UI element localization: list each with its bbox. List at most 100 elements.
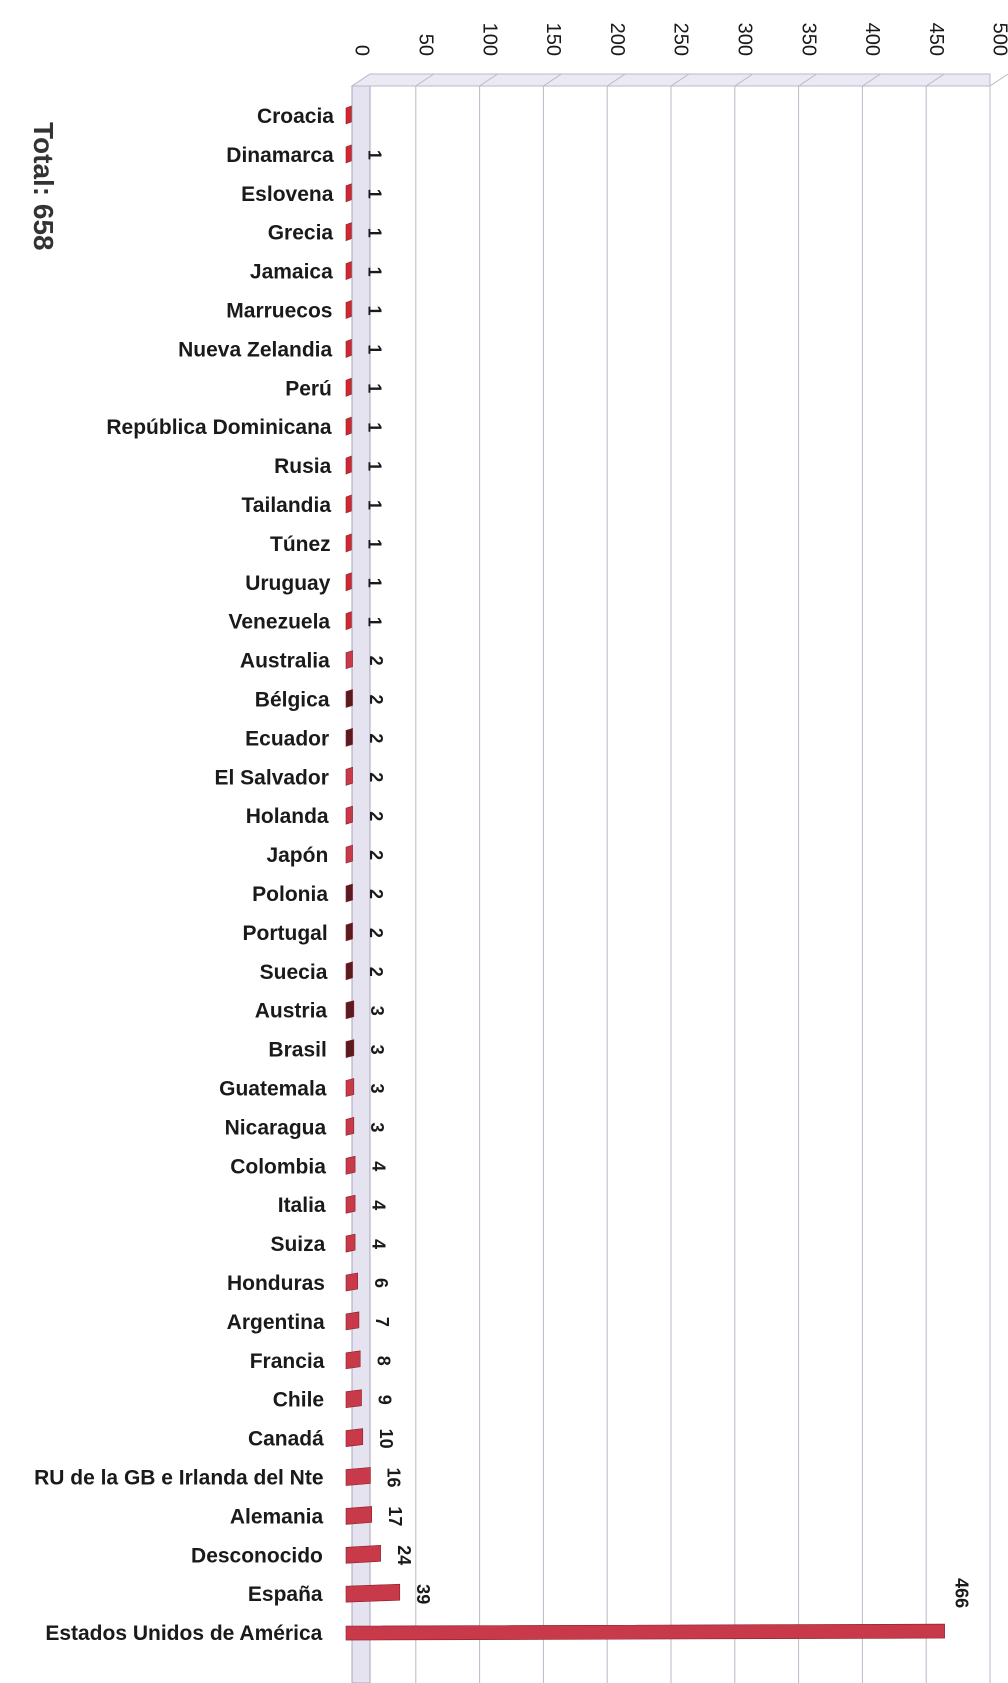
- gridline: [479, 73, 498, 1683]
- gridline: [925, 73, 945, 1683]
- bar: [345, 1623, 945, 1641]
- x-axis-ticks: 0 50 100 150 200 250 300 350 400 450 500: [351, 23, 1008, 56]
- bar: [345, 922, 353, 942]
- x-tick-label: 250: [670, 23, 692, 56]
- bar: [345, 300, 352, 319]
- category-label: Desconocido: [191, 1544, 323, 1567]
- bar: [345, 1506, 372, 1525]
- category-label: Bélgica: [255, 689, 330, 712]
- category-label: Uruguay: [245, 572, 331, 595]
- category-label: Italia: [278, 1194, 326, 1217]
- data-label: 3: [367, 1045, 387, 1055]
- bar: [345, 689, 353, 708]
- category-label: Canadá: [248, 1428, 324, 1451]
- data-label: 2: [366, 889, 386, 899]
- category-label: Argentina: [227, 1311, 325, 1334]
- bar: [345, 338, 352, 358]
- data-label: 16: [384, 1467, 404, 1487]
- chart-gridlines: [415, 73, 1008, 1683]
- x-tick-label: 50: [415, 34, 437, 56]
- data-label: 3: [367, 1083, 387, 1093]
- x-tick-label: 0: [351, 45, 373, 56]
- data-label: 2: [366, 733, 386, 743]
- data-label: 2: [366, 811, 386, 821]
- bar: [345, 1000, 355, 1020]
- bar: [345, 1428, 364, 1447]
- category-labels: Croacia Dinamarca Eslovena Grecia Jamaica Mar…: [34, 105, 334, 1645]
- category-label: Chile: [273, 1389, 324, 1412]
- category-label: Venezuela: [229, 611, 331, 634]
- category-label: El Salvador: [215, 766, 329, 789]
- data-label: 2: [366, 656, 386, 666]
- bar: [345, 533, 352, 553]
- category-label: Holanda: [246, 805, 329, 828]
- bar: [345, 1311, 360, 1331]
- x-tick-label: 500: [989, 23, 1008, 56]
- category-label: Austria: [255, 1000, 328, 1023]
- data-label: 3: [367, 1006, 387, 1016]
- bar: [345, 727, 353, 747]
- gridline: [989, 73, 1008, 1683]
- gridline: [798, 73, 817, 1683]
- bar: [345, 105, 352, 125]
- category-label: Rusia: [274, 455, 332, 478]
- data-label: 466: [951, 1578, 971, 1608]
- bar: [345, 1155, 356, 1175]
- bar: [345, 611, 352, 631]
- x-tick-label: 350: [797, 23, 819, 56]
- category-label: Eslovena: [241, 183, 334, 206]
- bar: [345, 222, 352, 242]
- category-label: Polonia: [252, 883, 328, 906]
- bar: [345, 1233, 356, 1253]
- gridline: [734, 73, 754, 1683]
- category-label: Marruecos: [226, 300, 332, 323]
- gridline: [670, 73, 690, 1683]
- bar: [345, 883, 353, 903]
- category-label: República Dominicana: [106, 416, 332, 439]
- data-label: 6: [371, 1278, 391, 1288]
- category-label: España: [248, 1583, 323, 1606]
- category-label: Portugal: [243, 922, 328, 945]
- bar: [345, 1117, 355, 1136]
- gridline: [606, 73, 626, 1683]
- data-label: 4: [368, 1239, 388, 1249]
- bar: [345, 1583, 401, 1603]
- data-label: 10: [376, 1429, 396, 1449]
- category-label: Colombia: [230, 1155, 326, 1178]
- data-label: 17: [385, 1506, 405, 1526]
- x-tick-label: 450: [925, 23, 947, 56]
- category-label: RU de la GB e Irlanda del Nte: [34, 1467, 323, 1490]
- data-label: 1: [365, 422, 385, 432]
- category-label: Croacia: [257, 105, 334, 128]
- x-tick-label: 300: [734, 23, 756, 56]
- data-label: 1: [365, 305, 385, 315]
- data-label: 1: [365, 344, 385, 354]
- data-label: 1: [365, 461, 385, 471]
- category-label: Suiza: [270, 1233, 325, 1256]
- x-tick-label: 400: [861, 23, 883, 56]
- category-label: Jamaica: [250, 261, 333, 284]
- category-label: Estados Unidos de América: [45, 1622, 322, 1645]
- bar: [345, 766, 353, 786]
- bar: [345, 416, 352, 436]
- data-label: 39: [413, 1584, 433, 1604]
- category-label: Honduras: [227, 1272, 325, 1295]
- bar: [345, 1272, 358, 1292]
- data-label: 1: [365, 189, 385, 199]
- bar: [345, 1194, 356, 1214]
- category-label: Tailandia: [242, 494, 332, 517]
- x-tick-label: 150: [542, 23, 564, 56]
- data-label: 24: [394, 1545, 414, 1565]
- data-label: 2: [366, 850, 386, 860]
- gridline: [861, 73, 881, 1683]
- category-label: Australia: [240, 650, 330, 673]
- category-label: Guatemala: [219, 1078, 327, 1101]
- category-label: Francia: [250, 1350, 325, 1373]
- x-tick-label: 100: [478, 23, 500, 56]
- chart-bars: [345, 105, 945, 1641]
- bar: [345, 844, 353, 864]
- category-label: Ecuador: [245, 727, 329, 750]
- data-label: 2: [366, 772, 386, 782]
- bar: [345, 377, 352, 397]
